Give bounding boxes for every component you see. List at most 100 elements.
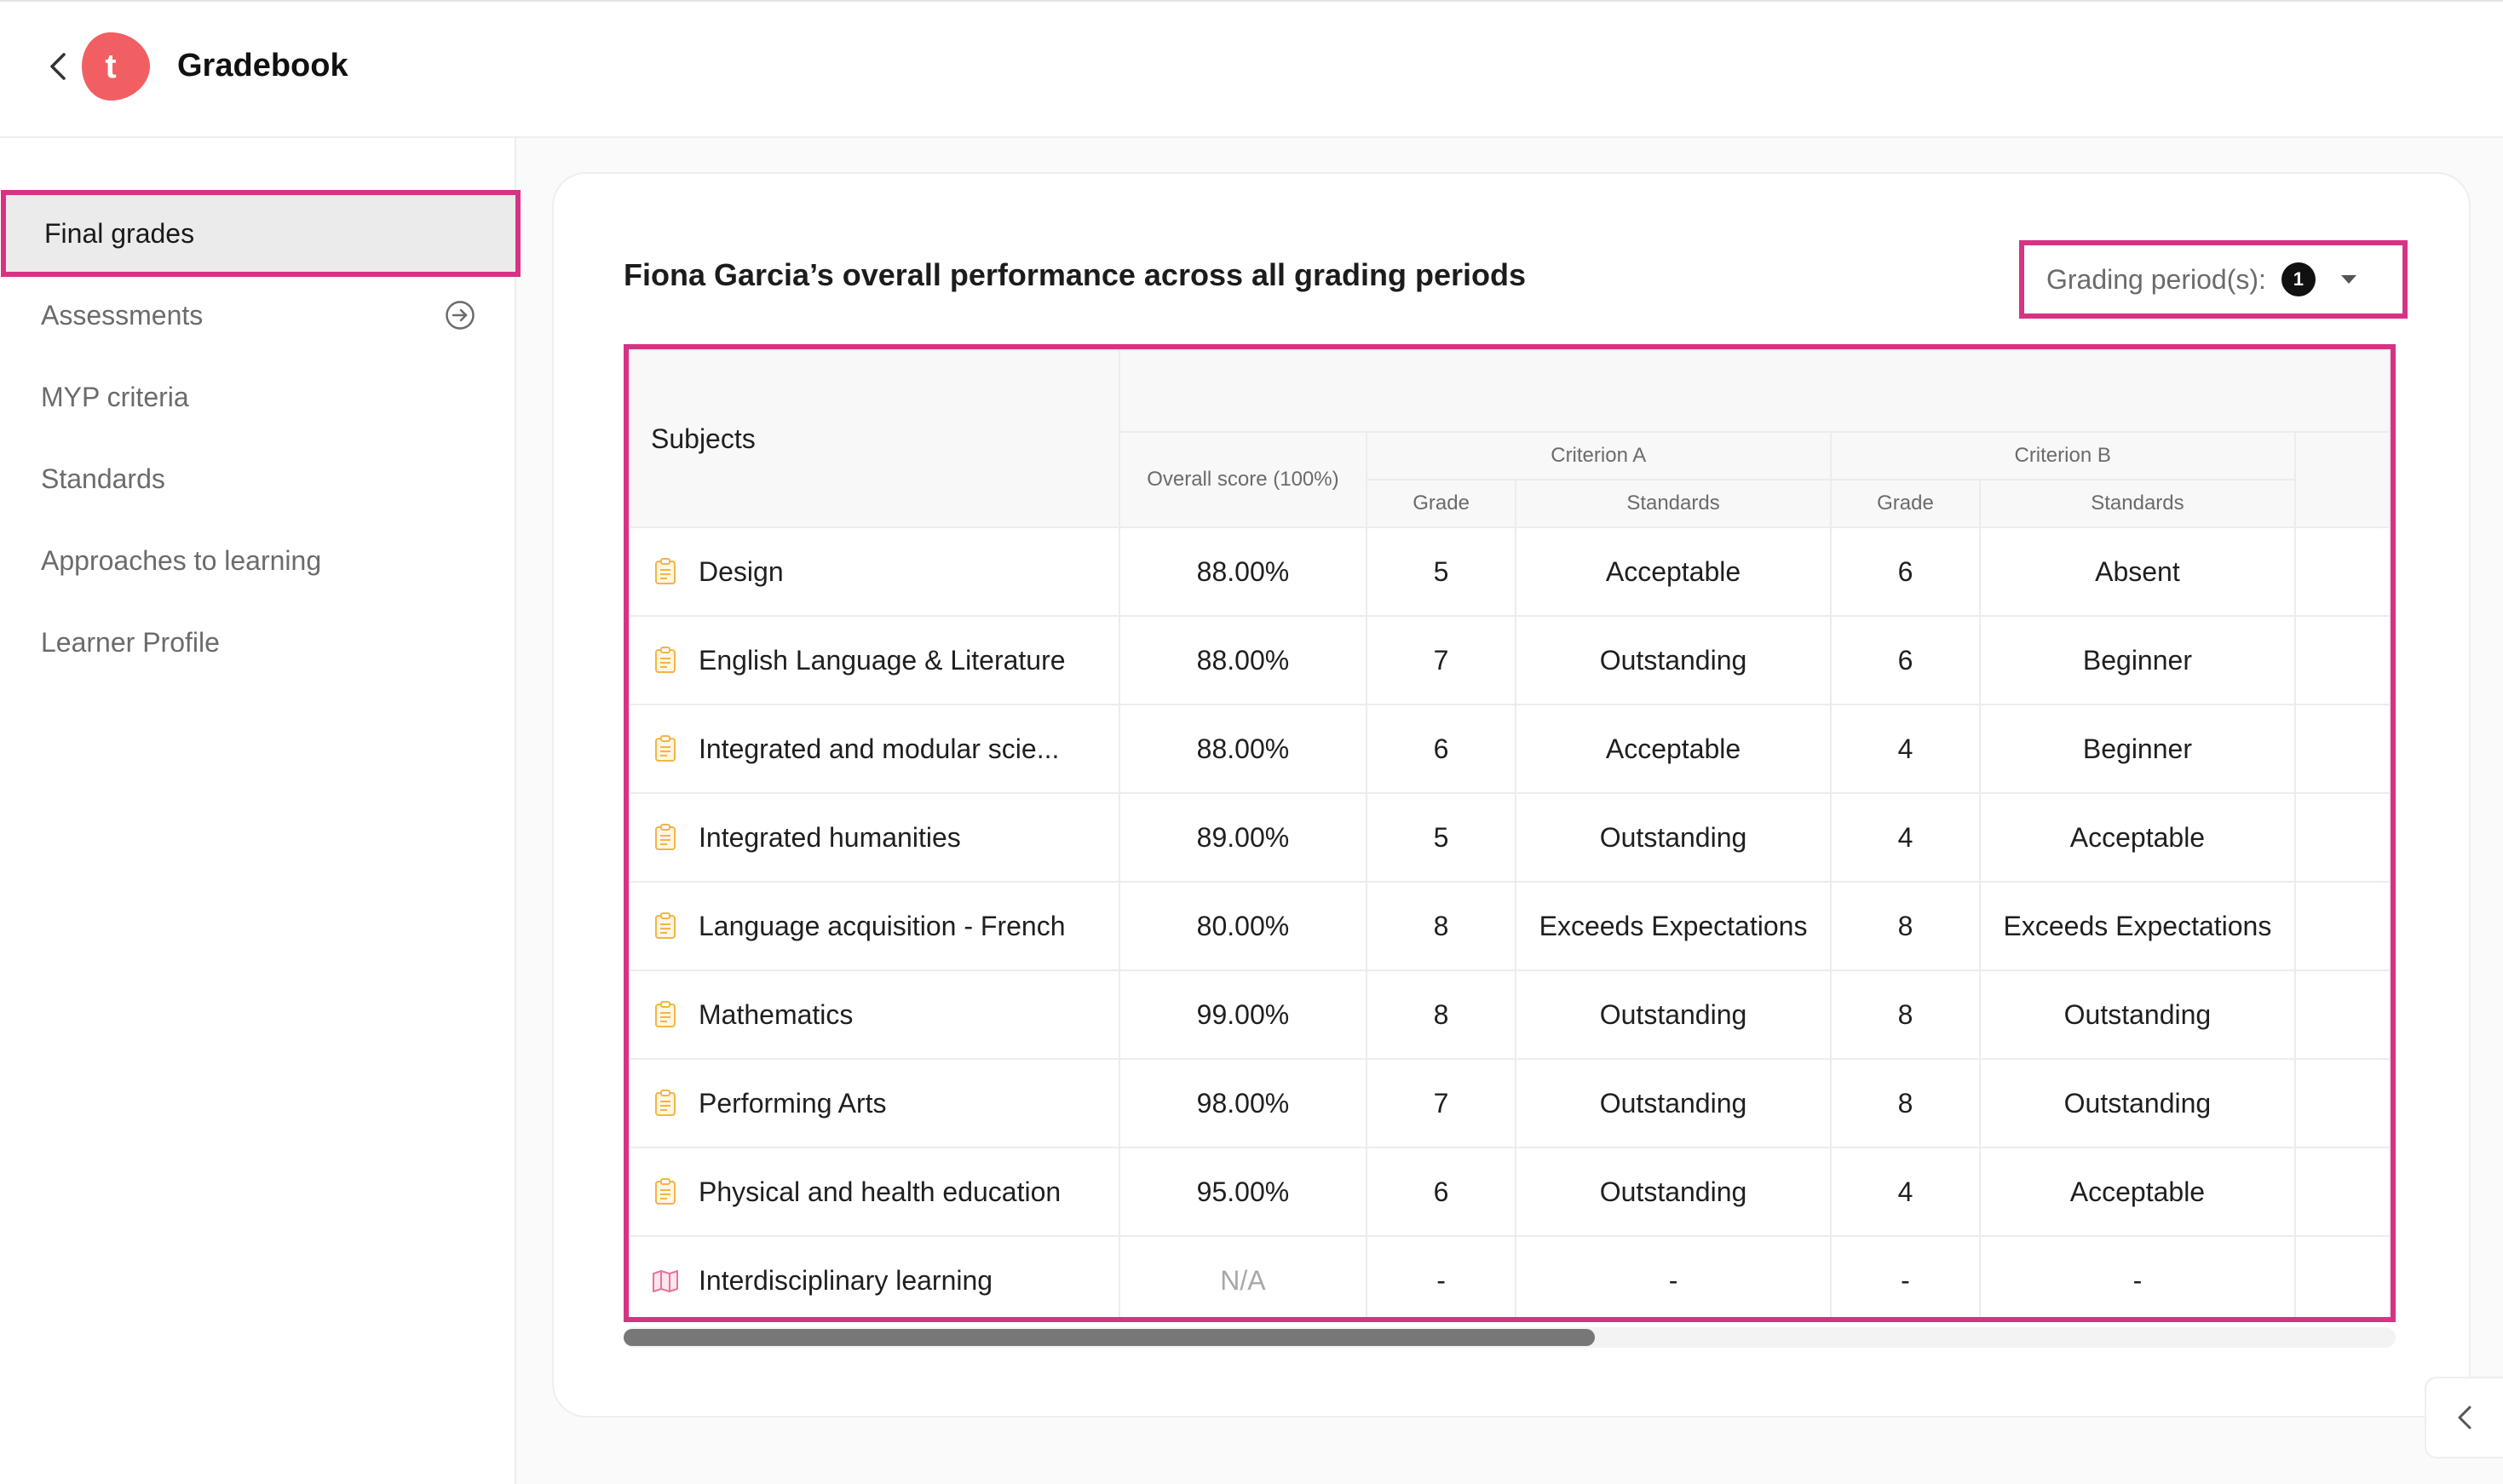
criterion-b-standards-cell: Acceptable (1979, 1147, 2296, 1237)
criterion-b-standards-cell: Absent (1979, 526, 2296, 617)
table-row[interactable]: Interdisciplinary learning N/A - - - - (629, 1235, 2391, 1317)
overall-score-cell: N/A (1119, 1235, 1367, 1317)
caret-down-icon (2340, 275, 2356, 284)
subject-cell[interactable]: Integrated humanities (629, 792, 1121, 883)
criterion-b-standards-cell: - (1979, 1235, 2296, 1317)
overall-score-header: Overall score (100%) (1119, 431, 1367, 528)
sidebar-item-label: Learner Profile (41, 626, 220, 658)
criterion-a-standards-cell: Outstanding (1515, 1147, 1832, 1237)
subject-cell[interactable]: Design (629, 526, 1121, 617)
subject-cell[interactable]: English Language & Literature (629, 615, 1121, 705)
sidebar-item-myp-criteria[interactable]: MYP criteria (0, 356, 516, 438)
criterion-b-grade-cell: 8 (1829, 1058, 1982, 1148)
criterion-b-standards-cell: Beginner (1979, 704, 2296, 794)
criterion-a-standards-cell: Exceeds Expectations (1515, 881, 1832, 971)
subject-cell[interactable]: Mathematics (629, 969, 1121, 1060)
sidebar-item-approaches-to-learning[interactable]: Approaches to learning (0, 520, 516, 601)
sidebar-item-assessments[interactable]: Assessments (0, 274, 516, 356)
collapse-panel-button[interactable] (2425, 1377, 2503, 1458)
sidebar-item-label: Final grades (44, 217, 195, 249)
criterion-b-standards-cell: Acceptable (1979, 792, 2296, 883)
subject-name: Integrated and modular scie... (699, 733, 1060, 764)
table-row[interactable]: Mathematics 99.00% 8 Outstanding 8 Outstandin… (629, 969, 2391, 1060)
clipboard-icon (655, 824, 676, 850)
overall-score-cell: 95.00% (1119, 1147, 1367, 1237)
grading-period-count-badge: 1 (2281, 262, 2316, 296)
criterion-a-grade-cell: 8 (1365, 881, 1517, 971)
sidebar-item-learner-profile[interactable]: Learner Profile (0, 601, 516, 683)
criterion-a-grade-header: Grade (1365, 479, 1517, 528)
app-header: t Gradebook (0, 0, 2503, 138)
subject-cell[interactable]: Language acquisition - French (629, 881, 1121, 971)
table-row[interactable]: Physical and health education 95.00% 6 Outs… (629, 1147, 2391, 1237)
criterion-b-grade-cell: 4 (1829, 704, 1982, 794)
criterion-b-standards-cell: Outstanding (1979, 969, 2296, 1060)
table-row[interactable]: Performing Arts 98.00% 7 Outstanding 8 Outsta… (629, 1058, 2391, 1148)
card-title: Fiona Garcia’s overall performance acros… (624, 257, 1527, 292)
criterion-a-grade-cell: 8 (1365, 969, 1517, 1060)
criterion-a-standards-cell: Outstanding (1515, 969, 1832, 1060)
criterion-a-standards-cell: - (1515, 1235, 1832, 1317)
subject-name: Integrated humanities (699, 821, 961, 853)
page-title: Gradebook (177, 48, 348, 83)
overall-score-cell: 88.00% (1119, 526, 1367, 617)
clipboard-icon (655, 1001, 676, 1027)
criterion-b-standards-header: Standards (1979, 479, 2296, 528)
criterion-b-standards-cell: Beginner (1979, 615, 2296, 705)
chevron-left-icon (50, 53, 66, 80)
sidebar-item-label: Standards (41, 463, 165, 494)
overflow-cell (2293, 526, 2391, 617)
subject-name: Design (699, 555, 784, 587)
criterion-a-standards-cell: Outstanding (1515, 792, 1832, 883)
criterion-b-standards-cell: Exceeds Expectations (1979, 881, 2296, 971)
logo-letter: t (105, 47, 117, 85)
overflow-cell (2293, 792, 2391, 883)
header-overflow (2293, 431, 2391, 528)
table-row[interactable]: Integrated humanities 89.00% 5 Outstanding 4… (629, 792, 2391, 883)
interdisciplinary-icon (653, 1270, 678, 1292)
sidebar-item-label: MYP criteria (41, 381, 189, 412)
overflow-cell (2293, 1058, 2391, 1148)
clipboard-icon (655, 912, 676, 939)
criterion-a-standards-header: Standards (1515, 479, 1832, 528)
subject-cell[interactable]: Physical and health education (629, 1147, 1121, 1237)
sidebar-item-final-grades[interactable]: Final grades (1, 190, 521, 277)
grades-table-container[interactable]: Subjects Overall score (100%) Criterion … (624, 344, 2396, 1322)
table-row[interactable]: Language acquisition - French 80.00% 8 Exce… (629, 881, 2391, 971)
subject-cell[interactable]: Interdisciplinary learning (629, 1235, 1121, 1317)
table-row[interactable]: Integrated and modular scie... 88.00% 6 Acc… (629, 704, 2391, 794)
criterion-a-grade-cell: 5 (1365, 526, 1517, 617)
criterion-a-grade-cell: - (1365, 1235, 1517, 1317)
performance-card: Fiona Garcia’s overall performance acros… (552, 172, 2471, 1418)
scrollbar-thumb[interactable] (624, 1329, 1595, 1346)
subject-name: English Language & Literature (699, 644, 1066, 676)
sidebar: Final grades Assessments MYP criteria St… (0, 138, 521, 1484)
table-row[interactable]: English Language & Literature 88.00% 7 Outs… (629, 615, 2391, 705)
subject-cell[interactable]: Integrated and modular scie... (629, 704, 1121, 794)
chevron-left-icon (2458, 1406, 2471, 1429)
grading-period-dropdown[interactable]: Grading period(s): 1 (2019, 240, 2408, 319)
criterion-b-grade-cell: 6 (1829, 615, 1982, 705)
clipboard-icon (655, 1090, 676, 1116)
back-button[interactable] (43, 49, 73, 83)
subject-name: Physical and health education (699, 1176, 1062, 1207)
table-row[interactable]: Design 88.00% 5 Acceptable 6 Absent (629, 526, 2391, 617)
app-logo: t (80, 31, 152, 102)
criterion-a-standards-cell: Acceptable (1515, 526, 1832, 617)
sidebar-item-label: Approaches to learning (41, 544, 322, 576)
overall-score-cell: 88.00% (1119, 704, 1367, 794)
overflow-cell (2293, 704, 2391, 794)
subject-cell[interactable]: Performing Arts (629, 1058, 1121, 1148)
grades-table: Subjects Overall score (100%) Criterion … (629, 349, 2391, 1317)
criterion-a-standards-cell: Outstanding (1515, 1058, 1832, 1148)
clipboard-icon (655, 735, 676, 762)
criterion-a-grade-cell: 5 (1365, 792, 1517, 883)
grading-period-label: Grading period(s): (2046, 263, 2266, 295)
arrow-right-circle-icon[interactable] (445, 300, 475, 331)
criterion-a-grade-cell: 6 (1365, 704, 1517, 794)
horizontal-scrollbar[interactable] (624, 1327, 2396, 1348)
sidebar-item-standards[interactable]: Standards (0, 438, 516, 520)
clipboard-icon (655, 1178, 676, 1205)
criterion-a-grade-cell: 7 (1365, 1058, 1517, 1148)
criterion-a-header: Criterion A (1365, 431, 1832, 480)
